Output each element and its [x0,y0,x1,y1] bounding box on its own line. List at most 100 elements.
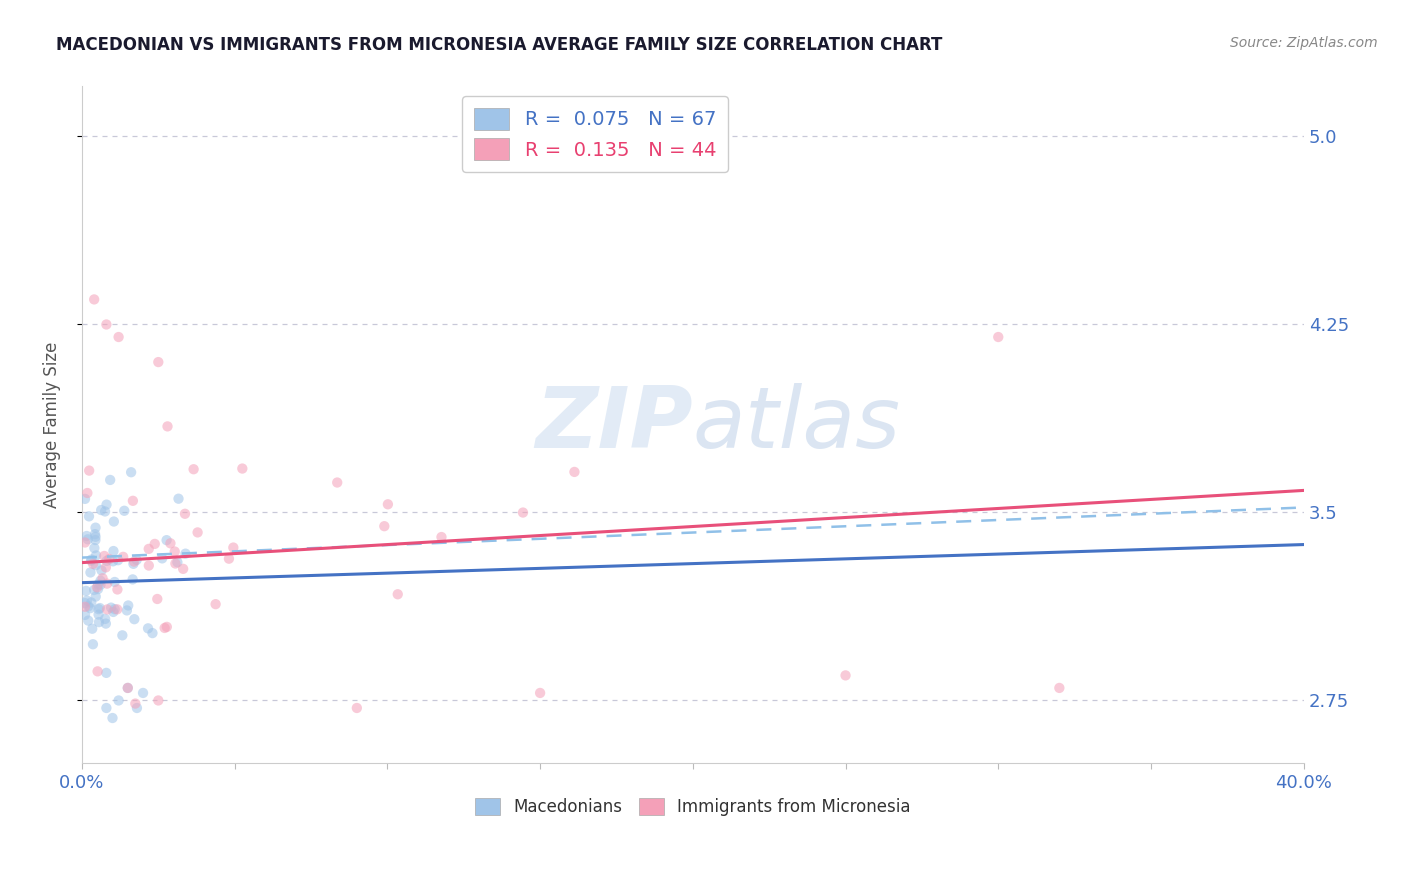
Point [117,599,139,613]
Point [125,701,148,715]
Point [107,582,129,597]
Point [155,533,177,548]
Point [107,330,129,344]
Point [96,554,118,568]
Point [222,541,245,555]
Point [83,541,105,555]
Point [89,601,111,615]
Point [87,615,110,629]
Point [76,533,98,547]
Point [138,558,160,573]
Point [84,558,107,573]
Point [77,614,100,628]
Point [117,681,139,695]
Point [73,599,96,614]
Point [104,574,127,589]
Point [101,711,124,725]
Text: MACEDONIAN VS IMMIGRANTS FROM MICRONESIA AVERAGE FAMILY SIZE CORRELATION CHART: MACEDONIAN VS IMMIGRANTS FROM MICRONESIA… [56,36,942,54]
Point [163,544,186,558]
Point [326,475,349,490]
Point [87,607,110,622]
Point [76,486,98,500]
Point [87,577,110,591]
Point [112,504,135,518]
Text: ZIP: ZIP [536,384,693,467]
Point [91,571,114,585]
Point [132,686,155,700]
Point [117,681,139,695]
Point [183,462,205,476]
Point [125,553,148,567]
Point [90,503,112,517]
Point [120,465,142,479]
Point [83,582,105,597]
Point [96,318,118,332]
Point [112,549,135,564]
Point [96,576,118,591]
Point [159,536,181,550]
Point [107,553,129,567]
Point [98,473,121,487]
Point [103,515,125,529]
Point [86,665,108,679]
Point [76,529,98,543]
Point [107,693,129,707]
Point [150,551,173,566]
Point [84,590,107,604]
Point [430,530,453,544]
Point [346,701,368,715]
Point [104,602,127,616]
Point [512,506,534,520]
Point [89,578,111,592]
Point [138,541,160,556]
Point [105,602,128,616]
Point [834,668,856,682]
Point [89,574,111,588]
Point [156,620,179,634]
Point [121,573,143,587]
Point [98,552,121,566]
Point [156,419,179,434]
Point [82,557,104,571]
Point [143,537,166,551]
Point [146,592,169,607]
Point [73,596,96,610]
Point [387,587,409,601]
Point [165,557,187,571]
Point [87,602,110,616]
Point [80,554,103,568]
Point [136,621,159,635]
Point [93,549,115,563]
Point [77,599,100,614]
Point [75,583,97,598]
Point [231,461,253,475]
Point [79,566,101,580]
Point [83,293,105,307]
Point [96,602,118,616]
Point [167,491,190,506]
Point [80,595,103,609]
Point [124,697,146,711]
Point [122,493,145,508]
Point [204,597,226,611]
Point [101,554,124,568]
Point [96,701,118,715]
Point [90,563,112,577]
Point [564,465,586,479]
Y-axis label: Average Family Size: Average Family Size [44,342,60,508]
Point [141,626,163,640]
Point [174,547,197,561]
Point [73,535,96,549]
Point [124,612,146,626]
Point [73,607,96,622]
Point [76,593,98,607]
Point [94,616,117,631]
Point [84,521,107,535]
Point [87,582,110,596]
Point [79,601,101,615]
Point [77,464,100,478]
Point [84,530,107,544]
Point [373,519,395,533]
Point [84,549,107,563]
Point [148,355,170,369]
